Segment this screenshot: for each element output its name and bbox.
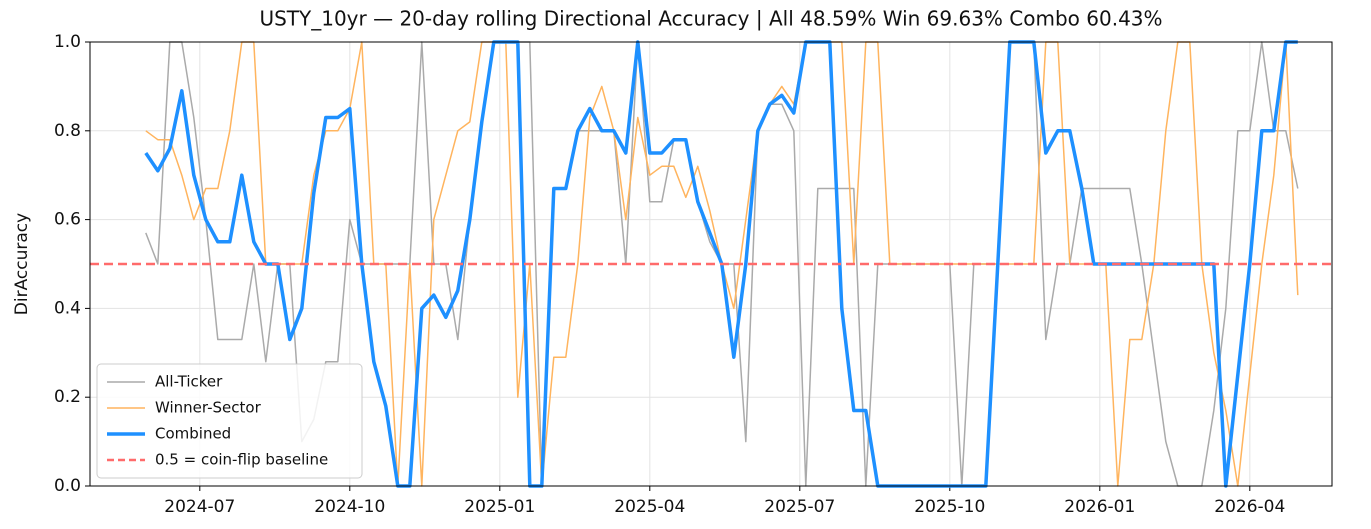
y-tick-label: 0.8: [54, 121, 81, 141]
y-axis-label: DirAccuracy: [12, 213, 32, 315]
y-tick-label: 0.4: [54, 298, 81, 318]
y-tick-label: 0.0: [54, 476, 81, 496]
y-tick-label: 0.6: [54, 210, 81, 230]
legend-label: Winner-Sector: [155, 399, 262, 417]
y-tick-label: 1.0: [54, 32, 81, 52]
legend-label: Combined: [155, 425, 231, 443]
x-tick-label: 2024-07: [164, 497, 235, 517]
x-tick-label: 2025-04: [614, 497, 685, 517]
y-tick-label: 0.2: [54, 387, 81, 407]
legend-box: [96, 363, 363, 479]
x-tick-label: 2025-01: [464, 497, 535, 517]
x-tick-label: 2024-10: [314, 497, 385, 517]
x-tick-label: 2025-10: [914, 497, 985, 517]
x-tick-label: 2026-04: [1214, 497, 1285, 517]
x-tick-label: 2026-01: [1064, 497, 1135, 517]
x-tick-label: 2025-07: [764, 497, 835, 517]
plot-frame: [89, 41, 1333, 487]
legend-label: 0.5 = coin-flip baseline: [155, 451, 328, 469]
chart-title: USTY_10yr — 20-day rolling Directional A…: [259, 7, 1162, 31]
legend-label: All-Ticker: [155, 373, 223, 391]
